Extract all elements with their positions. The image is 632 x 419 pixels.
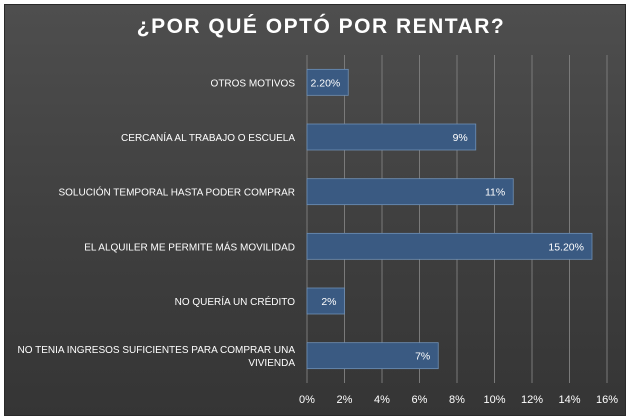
x-tick-label: 8%	[449, 394, 465, 406]
category-label: NO TENIA INGRESOS SUFICIENTES PARA COMPR…	[18, 345, 296, 369]
chart-area: ¿POR QUÉ OPTÓ POR RENTAR? 2.20% 9% 11% 15.2…	[4, 4, 626, 416]
data-label: 11%	[485, 187, 505, 199]
x-tick-label: 6%	[412, 394, 428, 406]
chart-title: ¿POR QUÉ OPTÓ POR RENTAR?	[137, 14, 505, 38]
category-label: SOLUCIÓN TEMPORAL HASTA PODER COMPRAR	[58, 186, 295, 199]
x-axis-ticks: 0% 2% 4% 6% 8% 10% 12% 14% 16%	[299, 394, 618, 406]
data-label: 2%	[321, 296, 336, 308]
bar	[306, 342, 439, 370]
x-tick-label: 12%	[521, 394, 543, 406]
x-tick-label: 10%	[483, 394, 505, 406]
bar	[306, 232, 593, 260]
gridlines	[306, 55, 608, 383]
bar	[306, 287, 345, 315]
category-label: NO QUERÍA UN CRÉDITO	[175, 295, 296, 308]
category-label: EL ALQUILER ME PERMITE MÁS MOVILIDAD	[84, 240, 295, 253]
x-tick-label: 2%	[337, 394, 353, 406]
category-label: CERCANÍA AL TRABAJO O ESCUELA	[121, 131, 295, 144]
bar-chart: ¿POR QUÉ OPTÓ POR RENTAR? 2.20% 9% 11% 15.2…	[18, 14, 619, 406]
bars: 2.20% 9% 11% 15.20% 2% 7%	[306, 68, 593, 370]
x-tick-label: 14%	[558, 394, 580, 406]
category-label: OTROS MOTIVOS	[211, 78, 296, 89]
bar	[306, 68, 349, 96]
bar	[306, 178, 514, 206]
data-label: 2.20%	[310, 77, 340, 89]
data-label: 15.20%	[548, 241, 584, 253]
data-label: 7%	[415, 351, 430, 363]
category-labels: OTROS MOTIVOS CERCANÍA AL TRABAJO O ESCUE…	[18, 78, 296, 369]
bar	[306, 123, 477, 151]
x-tick-label: 16%	[596, 394, 618, 406]
x-tick-label: 0%	[299, 394, 315, 406]
data-label: 9%	[453, 132, 468, 144]
x-tick-label: 4%	[374, 394, 390, 406]
